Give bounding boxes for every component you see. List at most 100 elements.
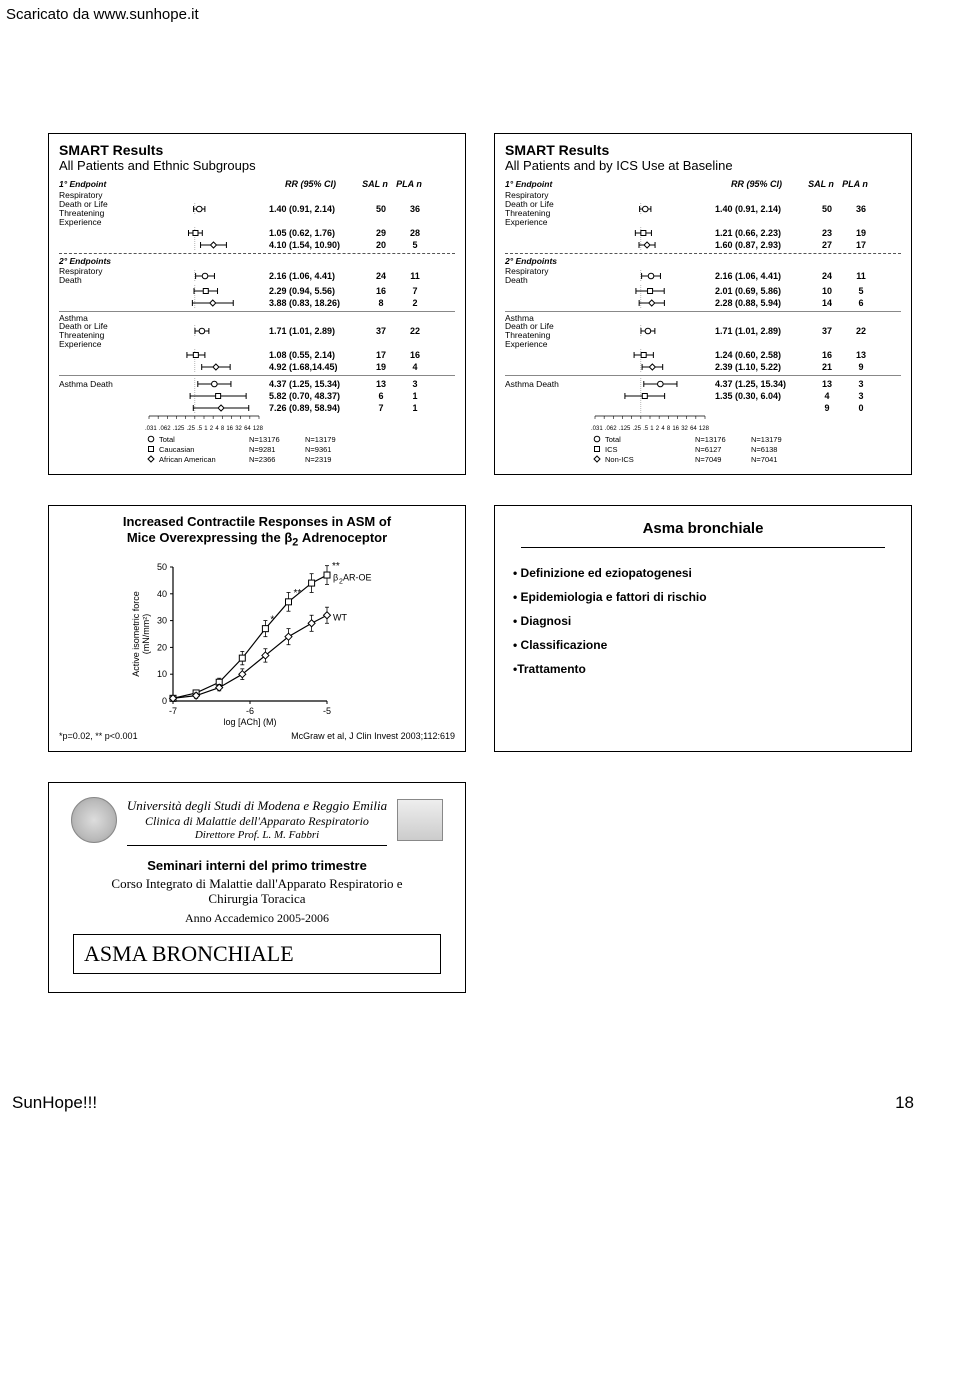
legend-block: TotalN=13176N=13179CaucasianN=9281N=9361… bbox=[145, 434, 455, 464]
sal-cell: 23 bbox=[810, 228, 844, 238]
empty-slot bbox=[494, 782, 912, 993]
pla-cell: 7 bbox=[398, 286, 432, 296]
rr-cell: 4.37 (1.25, 15.34) bbox=[709, 379, 810, 389]
divider-dashed bbox=[505, 253, 901, 254]
svg-text:Active isometric force: Active isometric force bbox=[131, 592, 141, 678]
forest-row: 4.10 (1.54, 10.90)205 bbox=[59, 239, 455, 251]
rr-cell: 1.40 (0.91, 2.14) bbox=[709, 204, 810, 214]
forest-row: RespiratoryDeath or LifeThreateningExper… bbox=[505, 191, 901, 227]
legend-n2: N=7041 bbox=[751, 455, 807, 464]
legend-n2: N=13179 bbox=[305, 435, 361, 444]
pla-cell: 17 bbox=[844, 240, 878, 250]
row-label: RespiratoryDeath or LifeThreateningExper… bbox=[59, 191, 145, 227]
svg-text:20: 20 bbox=[157, 643, 167, 653]
forest-row: 2.28 (0.88, 5.94)146 bbox=[505, 297, 901, 309]
svg-text:0: 0 bbox=[162, 696, 167, 706]
endpoint2-header: 2° Endpoints bbox=[505, 256, 901, 266]
legend-n2: N=13179 bbox=[751, 435, 807, 444]
legend-row: Non-ICSN=7049N=7041 bbox=[591, 454, 901, 464]
line-chart: 01020304050-7-6-5log [ACh] (M)Active iso… bbox=[59, 557, 455, 727]
axis-row bbox=[59, 414, 455, 424]
rr-cell: 1.24 (0.60, 2.58) bbox=[709, 350, 810, 360]
sal-cell: 9 bbox=[810, 403, 844, 413]
forest-header: 1° Endpoint RR (95% CI) SAL n PLA n bbox=[505, 179, 901, 189]
anno-text: Anno Accademico 2005-2006 bbox=[63, 911, 451, 926]
legend-n1: N=13176 bbox=[695, 435, 751, 444]
forest-marker bbox=[145, 378, 263, 390]
pla-cell: 5 bbox=[844, 286, 878, 296]
pla-cell: 16 bbox=[398, 350, 432, 360]
forest-header: 1° Endpoint RR (95% CI) SAL n PLA n bbox=[59, 179, 455, 189]
forest-row: 2.29 (0.94, 5.56)167 bbox=[59, 285, 455, 297]
rr-cell: 2.16 (1.06, 4.41) bbox=[263, 271, 364, 281]
forest-marker bbox=[591, 227, 709, 239]
divider-dashed bbox=[59, 253, 455, 254]
forest-row: RespiratoryDeath or LifeThreateningExper… bbox=[59, 191, 455, 227]
forest-marker bbox=[591, 325, 709, 337]
pla-cell: 3 bbox=[844, 379, 878, 389]
pla-cell: 3 bbox=[398, 379, 432, 389]
divider bbox=[59, 375, 455, 376]
forest-row: 1.60 (0.87, 2.93)2717 bbox=[505, 239, 901, 251]
pla-cell: 0 bbox=[844, 403, 878, 413]
row-label: Asthma Death bbox=[505, 380, 591, 389]
sal-cell: 17 bbox=[364, 350, 398, 360]
pla-cell: 22 bbox=[844, 326, 878, 336]
sal-cell: 8 bbox=[364, 298, 398, 308]
contractile-chart-slide: Increased Contractile Responses in ASM o… bbox=[48, 505, 466, 752]
slides-grid: SMART Results All Patients and Ethnic Su… bbox=[0, 23, 960, 1033]
forest-row: 90 bbox=[505, 402, 901, 414]
legend-block: TotalN=13176N=13179ICSN=6127N=6138Non-IC… bbox=[591, 434, 901, 464]
divider bbox=[521, 547, 885, 548]
asma-outline-slide: Asma bronchiale • Definizione ed eziopat… bbox=[494, 505, 912, 752]
axis-row bbox=[505, 414, 901, 424]
forest-marker bbox=[591, 270, 709, 282]
rr-cell: 4.92 (1.68,14.45) bbox=[263, 362, 364, 372]
svg-text:β: β bbox=[333, 573, 338, 583]
legend-n1: N=13176 bbox=[249, 435, 305, 444]
legend-n1: N=2366 bbox=[249, 455, 305, 464]
pla-cell: 11 bbox=[844, 271, 878, 281]
svg-text:AR-OE: AR-OE bbox=[343, 573, 372, 583]
rr-cell: 1.60 (0.87, 2.93) bbox=[709, 240, 810, 250]
panel1-title: SMART Results bbox=[59, 142, 455, 158]
pla-cell: 1 bbox=[398, 403, 432, 413]
forest-marker bbox=[145, 325, 263, 337]
panel2-title: SMART Results bbox=[505, 142, 901, 158]
chart-title-l2b: Adrenoceptor bbox=[298, 530, 387, 545]
sal-cell: 37 bbox=[364, 326, 398, 336]
bullet-item: • Diagnosi bbox=[513, 614, 901, 628]
sal-cell: 10 bbox=[810, 286, 844, 296]
forest-marker bbox=[591, 285, 709, 297]
chart-svg: 01020304050-7-6-5log [ACh] (M)Active iso… bbox=[127, 557, 387, 727]
forest-marker bbox=[145, 270, 263, 282]
svg-text:40: 40 bbox=[157, 589, 167, 599]
sal-cell: 6 bbox=[364, 391, 398, 401]
axis-ticks: .031.062.125.25.51248163264128 bbox=[591, 426, 709, 432]
legend-label: Total bbox=[159, 435, 249, 444]
chart-title-l1: Increased Contractile Responses in ASM o… bbox=[123, 514, 391, 529]
sal-cell: 19 bbox=[364, 362, 398, 372]
chart-footnote: *p=0.02, ** p<0.001 McGraw et al, J Clin… bbox=[59, 731, 455, 741]
legend-row: TotalN=13176N=13179 bbox=[591, 434, 901, 444]
forest-marker bbox=[591, 203, 709, 215]
svg-text:(mN/mm²): (mN/mm²) bbox=[141, 614, 151, 654]
corso-text: Corso Integrato di Malattie dall'Apparat… bbox=[63, 877, 451, 907]
legend-row: CaucasianN=9281N=9361 bbox=[145, 444, 455, 454]
forest-row: 3.88 (0.83, 18.26)82 bbox=[59, 297, 455, 309]
page-footer: SunHope!!! 18 bbox=[0, 1033, 960, 1133]
forest-row: AsthmaDeath or LifeThreateningExperience… bbox=[505, 314, 901, 350]
legend-n2: N=9361 bbox=[305, 445, 361, 454]
forest-marker bbox=[145, 203, 263, 215]
university-title-slide: Università degli Studi di Modena e Reggi… bbox=[48, 782, 466, 993]
forest-marker bbox=[591, 378, 709, 390]
sal-cell: 16 bbox=[364, 286, 398, 296]
forest-row: Asthma Death4.37 (1.25, 15.34)133 bbox=[59, 378, 455, 390]
bullet-item: • Definizione ed eziopatogenesi bbox=[513, 566, 901, 580]
forest-row: AsthmaDeath or LifeThreateningExperience… bbox=[59, 314, 455, 350]
forest-row: 7.26 (0.89, 58.94)71 bbox=[59, 402, 455, 414]
legend-row: TotalN=13176N=13179 bbox=[145, 434, 455, 444]
row-label: RespiratoryDeath or LifeThreateningExper… bbox=[505, 191, 591, 227]
forest-marker bbox=[145, 349, 263, 361]
forest-marker bbox=[591, 297, 709, 309]
